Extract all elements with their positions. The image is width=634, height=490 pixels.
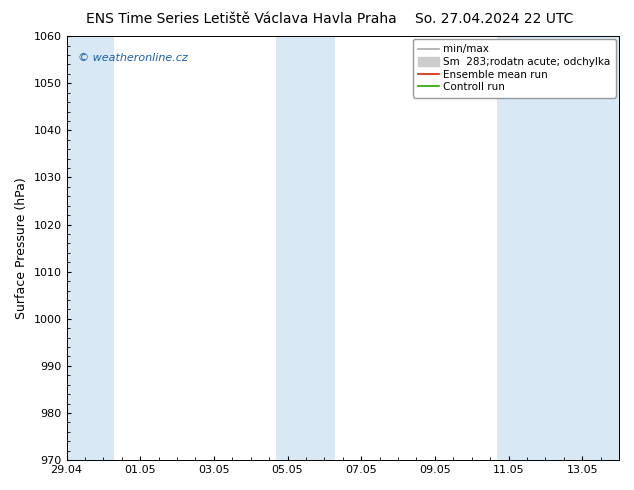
Legend: min/max, Sm  283;rodatn acute; odchylka, Ensemble mean run, Controll run: min/max, Sm 283;rodatn acute; odchylka, … [413, 39, 616, 98]
Text: ENS Time Series Letiště Václava Havla Praha: ENS Time Series Letiště Václava Havla Pr… [86, 12, 396, 26]
Bar [276, 36, 335, 460]
Bar [56, 36, 114, 460]
Bar [498, 36, 619, 460]
Text: So. 27.04.2024 22 UTC: So. 27.04.2024 22 UTC [415, 12, 574, 26]
Text: © weatheronline.cz: © weatheronline.cz [77, 53, 187, 63]
Y-axis label: Surface Pressure (hPa): Surface Pressure (hPa) [15, 177, 28, 319]
